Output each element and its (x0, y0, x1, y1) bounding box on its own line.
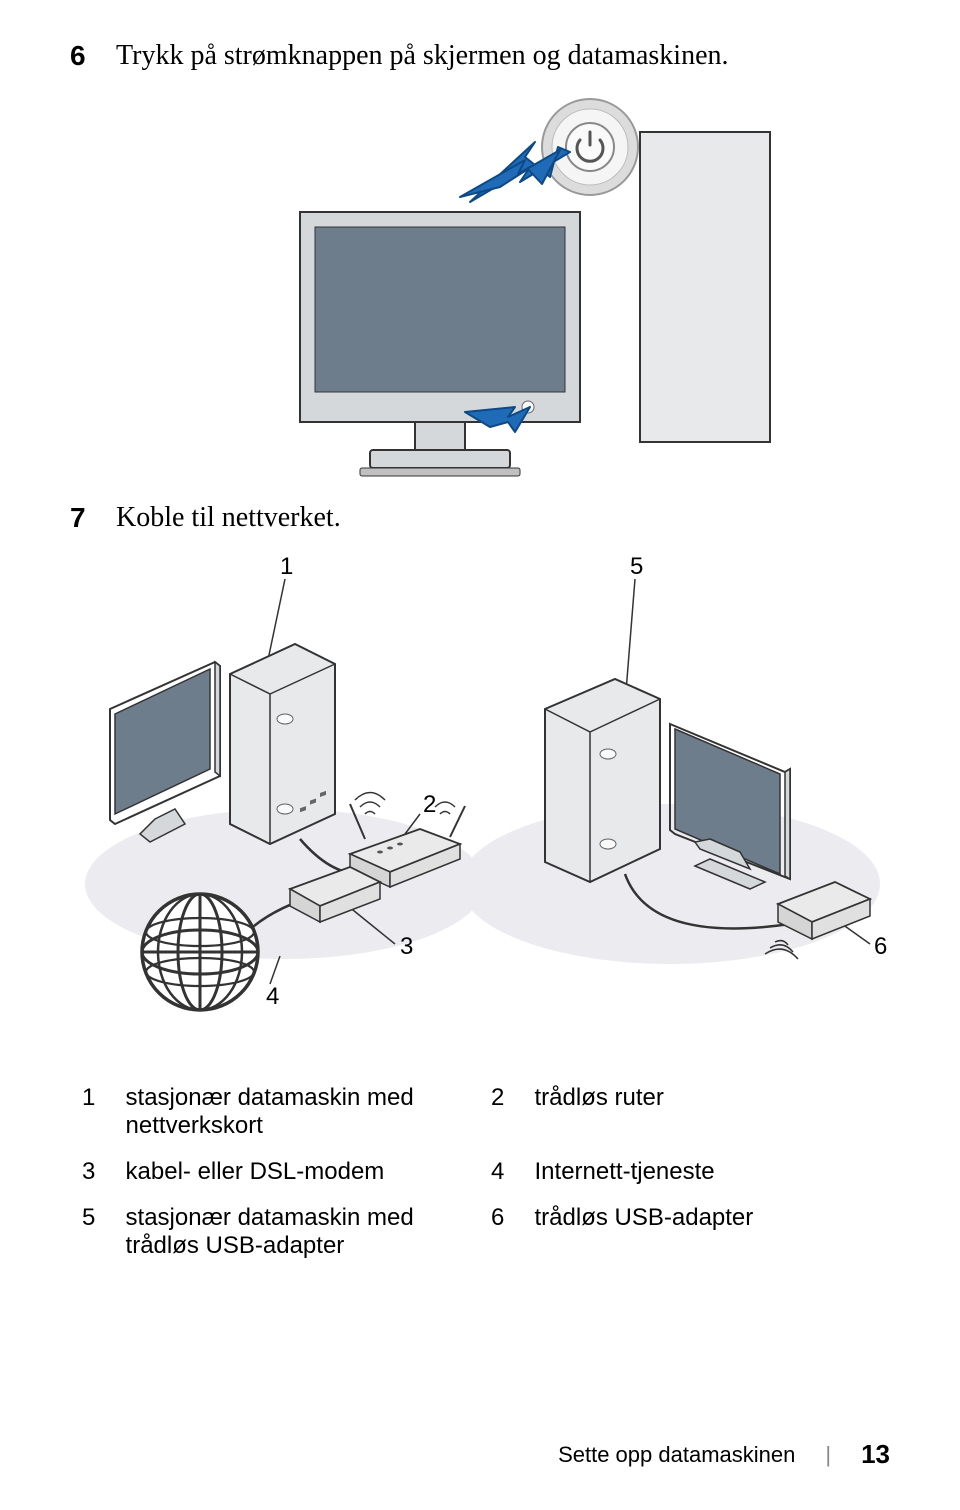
legend-num: 5 (72, 1196, 114, 1268)
step-7: 7 Koble til nettverket. (70, 502, 890, 534)
callout-line-4 (270, 956, 280, 984)
callout-6: 6 (874, 933, 887, 960)
globe-icon (142, 894, 258, 1010)
step-6-text: Trykk på strømknappen på skjermen og dat… (116, 40, 729, 72)
callout-5: 5 (630, 553, 643, 580)
legend-label: stasjonær datamaskin med nettverkskort (116, 1076, 479, 1148)
legend-num: 6 (481, 1196, 523, 1268)
legend-num: 4 (481, 1150, 523, 1194)
callout-1: 1 (280, 553, 293, 580)
legend-label: Internett-tjeneste (525, 1150, 888, 1194)
footer-label: Sette opp datamaskinen (558, 1442, 795, 1468)
footer-page: 13 (861, 1439, 890, 1470)
table-row: 1 stasjonær datamaskin med nettverkskort… (72, 1076, 888, 1148)
diagram-2: 1 5 2 3 4 6 (70, 544, 890, 1054)
legend-label: trådløs USB-adapter (525, 1196, 888, 1268)
table-row: 3 kabel- eller DSL-modem 4 Internett-tje… (72, 1150, 888, 1194)
legend-table: 1 stasjonær datamaskin med nettverkskort… (70, 1074, 890, 1270)
legend-num: 1 (72, 1076, 114, 1148)
callout-3: 3 (400, 933, 413, 960)
step-7-text: Koble til nettverket. (116, 502, 341, 534)
callout-4: 4 (266, 983, 279, 1010)
legend-label: trådløs ruter (525, 1076, 888, 1148)
legend-label: kabel- eller DSL-modem (116, 1150, 479, 1194)
legend-label: stasjonær datamaskin med trådløs USB-ada… (116, 1196, 479, 1268)
footer: Sette opp datamaskinen | 13 (558, 1439, 890, 1470)
footer-divider: | (825, 1442, 831, 1468)
step-6: 6 Trykk på strømknappen på skjermen og d… (70, 40, 890, 72)
step-7-number: 7 (70, 502, 100, 534)
legend-num: 3 (72, 1150, 114, 1194)
monitor-icon (300, 212, 580, 476)
table-row: 5 stasjonær datamaskin med trådløs USB-a… (72, 1196, 888, 1268)
tower-icon (640, 132, 770, 442)
callout-2: 2 (423, 791, 436, 818)
step-6-number: 6 (70, 40, 100, 72)
diagram-1 (70, 82, 890, 502)
legend-num: 2 (481, 1076, 523, 1148)
power-button-icon (542, 99, 638, 195)
